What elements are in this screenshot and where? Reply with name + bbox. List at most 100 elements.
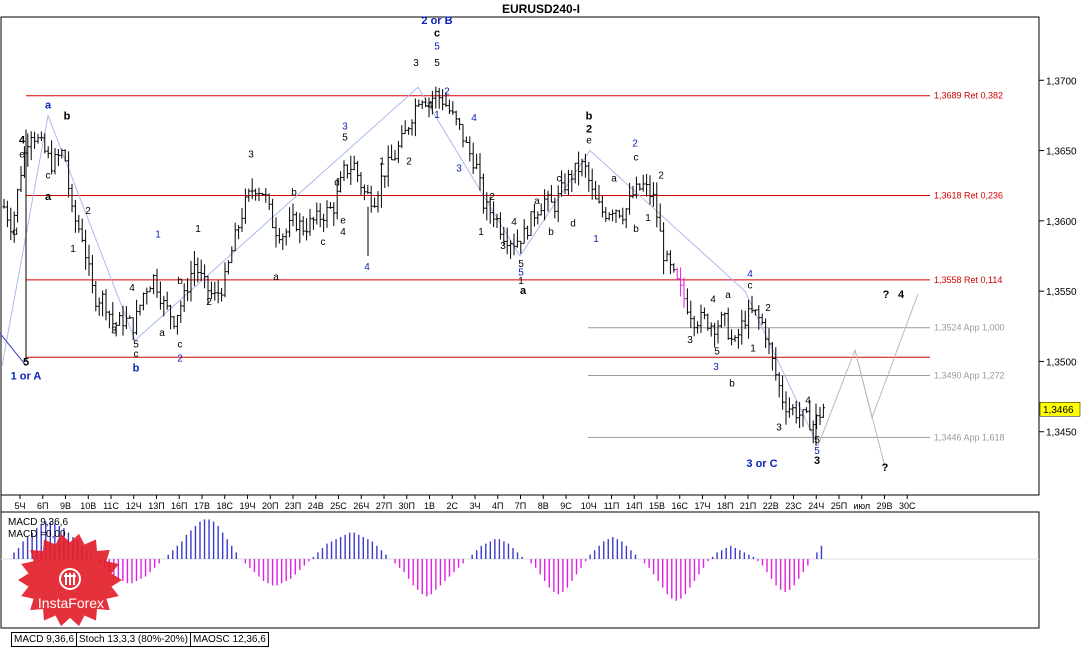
wave-label: 4 [471, 113, 477, 124]
macd-label-line1: MACD 9,36,6 [8, 517, 68, 528]
app-level-label: 1,3490 App 1,272 [934, 371, 1005, 381]
y-tick-label: 1,3650 [1046, 147, 1077, 158]
x-tick-label: 27П [376, 501, 392, 511]
wave-label: b [586, 111, 593, 123]
x-tick-label: 18П [717, 501, 733, 511]
x-tick-label: 11С [103, 501, 119, 511]
wave-label: b [729, 379, 735, 390]
wave-label: 5 [714, 346, 720, 357]
wave-label: 3 [342, 121, 348, 132]
wave-label: b [64, 111, 71, 123]
wave-path [1, 86, 819, 447]
app-level-label: 1,3524 App 1,000 [934, 323, 1005, 333]
wave-label: 4 [129, 283, 135, 294]
wave-label: 3 [413, 58, 419, 69]
app-level-label: 1,3446 App 1,618 [934, 432, 1005, 442]
tab-maosc[interactable]: MAOSC 12,36,6 [190, 632, 269, 647]
x-tick-label: 9В [60, 501, 71, 511]
y-tick-label: 1,3600 [1046, 217, 1077, 228]
wave-label: c [434, 28, 440, 40]
x-tick-label: 30С [899, 501, 916, 511]
fib-levels: 1,3689 Ret 0,382 1,3618 Ret 0,236 1,3558 R… [26, 91, 1005, 442]
wave-label: a [520, 285, 527, 297]
wave-label: 4 [364, 262, 370, 273]
wave-label: b [633, 224, 639, 235]
wave-label: 3 or C [746, 458, 777, 470]
wave-label: 5 [133, 339, 139, 350]
wave-label: a [45, 99, 52, 111]
x-tick-label: 5Ч [14, 501, 25, 511]
wave-label: 3 [500, 241, 506, 252]
x-tick-label: 16С [671, 501, 688, 511]
x-tick-label: 17В [194, 501, 210, 511]
wave-label: 3 [687, 335, 693, 346]
x-tick-label: 7П [515, 501, 526, 511]
wave-label: ? [883, 289, 890, 301]
wave-label: 1 [155, 230, 161, 241]
wave-label: 1 [70, 244, 76, 255]
wave-label: b [133, 362, 140, 374]
wave-label: 3 [814, 455, 820, 467]
wave-label: 2 [489, 192, 495, 203]
x-axis: 5Ч 6П 9В 10В 11С 12Ч 13П 16П 17В 18С 19Ч 20П 23П 24В 2… [1, 494, 1039, 511]
ret-level-label: 1,3618 Ret 0,236 [934, 191, 1003, 201]
forecast-branch [854, 350, 886, 468]
wave-label: 5 [434, 58, 440, 69]
wave-label: c [178, 339, 183, 350]
x-tick-label: 24В [308, 501, 324, 511]
x-tick-label: 14П [626, 501, 642, 511]
tab-macd[interactable]: MACD 9,36,6 [11, 632, 78, 647]
chart-title: EURUSD240-I [502, 2, 580, 16]
wave-label: 4 [898, 289, 905, 301]
wave-label: 4 [747, 269, 753, 280]
wave-label: 4 [710, 294, 716, 305]
wave-label: b [291, 188, 297, 199]
tab-stoch[interactable]: Stoch 13,3,3 (80%-20%) [76, 632, 191, 647]
wave-label: a [159, 328, 165, 339]
wave-lines [0, 86, 919, 468]
x-tick-label: 18С [216, 501, 233, 511]
wave-label: 5 [434, 41, 440, 52]
x-tick-label: июл [853, 501, 870, 511]
macd-histogram [1, 519, 1039, 601]
x-tick-label: 16П [171, 501, 187, 511]
wave-label: 1 [434, 110, 440, 121]
x-tick-label: 4П [492, 501, 503, 511]
wave-label: 1 [478, 227, 484, 238]
x-tick-label: 6П [37, 501, 48, 511]
x-tick-label: 15В [649, 501, 665, 511]
wave-label: 3 [713, 362, 719, 373]
x-tick-label: 21П [740, 501, 756, 511]
wave-label: 5 [518, 268, 524, 279]
x-tick-label: 1В [424, 501, 435, 511]
y-tick-label: 1,3450 [1046, 428, 1077, 439]
wave-label: 5 [814, 446, 820, 457]
x-tick-label: 20П [262, 501, 278, 511]
wave-label: 2 [406, 157, 412, 168]
wave-label: 5 [518, 259, 524, 270]
wave-label: c [634, 152, 639, 163]
wave-label: a [534, 196, 540, 207]
x-tick-label: 30П [399, 501, 415, 511]
wave-label: c [557, 173, 562, 184]
current-price-badge [1039, 401, 1081, 417]
x-tick-label: 11П [604, 501, 620, 511]
instaforex-logo: InstaForex [18, 533, 122, 627]
wave-label: 4 [340, 227, 346, 238]
wave-label: d [334, 178, 340, 189]
wave-label: 2 or B [421, 15, 452, 27]
y-tick-label: 1,3700 [1046, 76, 1077, 87]
wave-label: c [134, 349, 139, 360]
wave-label: e [586, 136, 592, 147]
wave-label: 1 [518, 276, 524, 287]
y-tick-label: 1,3550 [1046, 287, 1077, 298]
wave-label: 1 or A [11, 371, 42, 383]
wave-label: 2 [765, 303, 771, 314]
wave-label: 2 [206, 297, 212, 308]
wave-label: a [611, 173, 617, 184]
wave-label: a [45, 191, 52, 203]
candles [2, 86, 825, 446]
x-tick-label: 2С [446, 501, 458, 511]
